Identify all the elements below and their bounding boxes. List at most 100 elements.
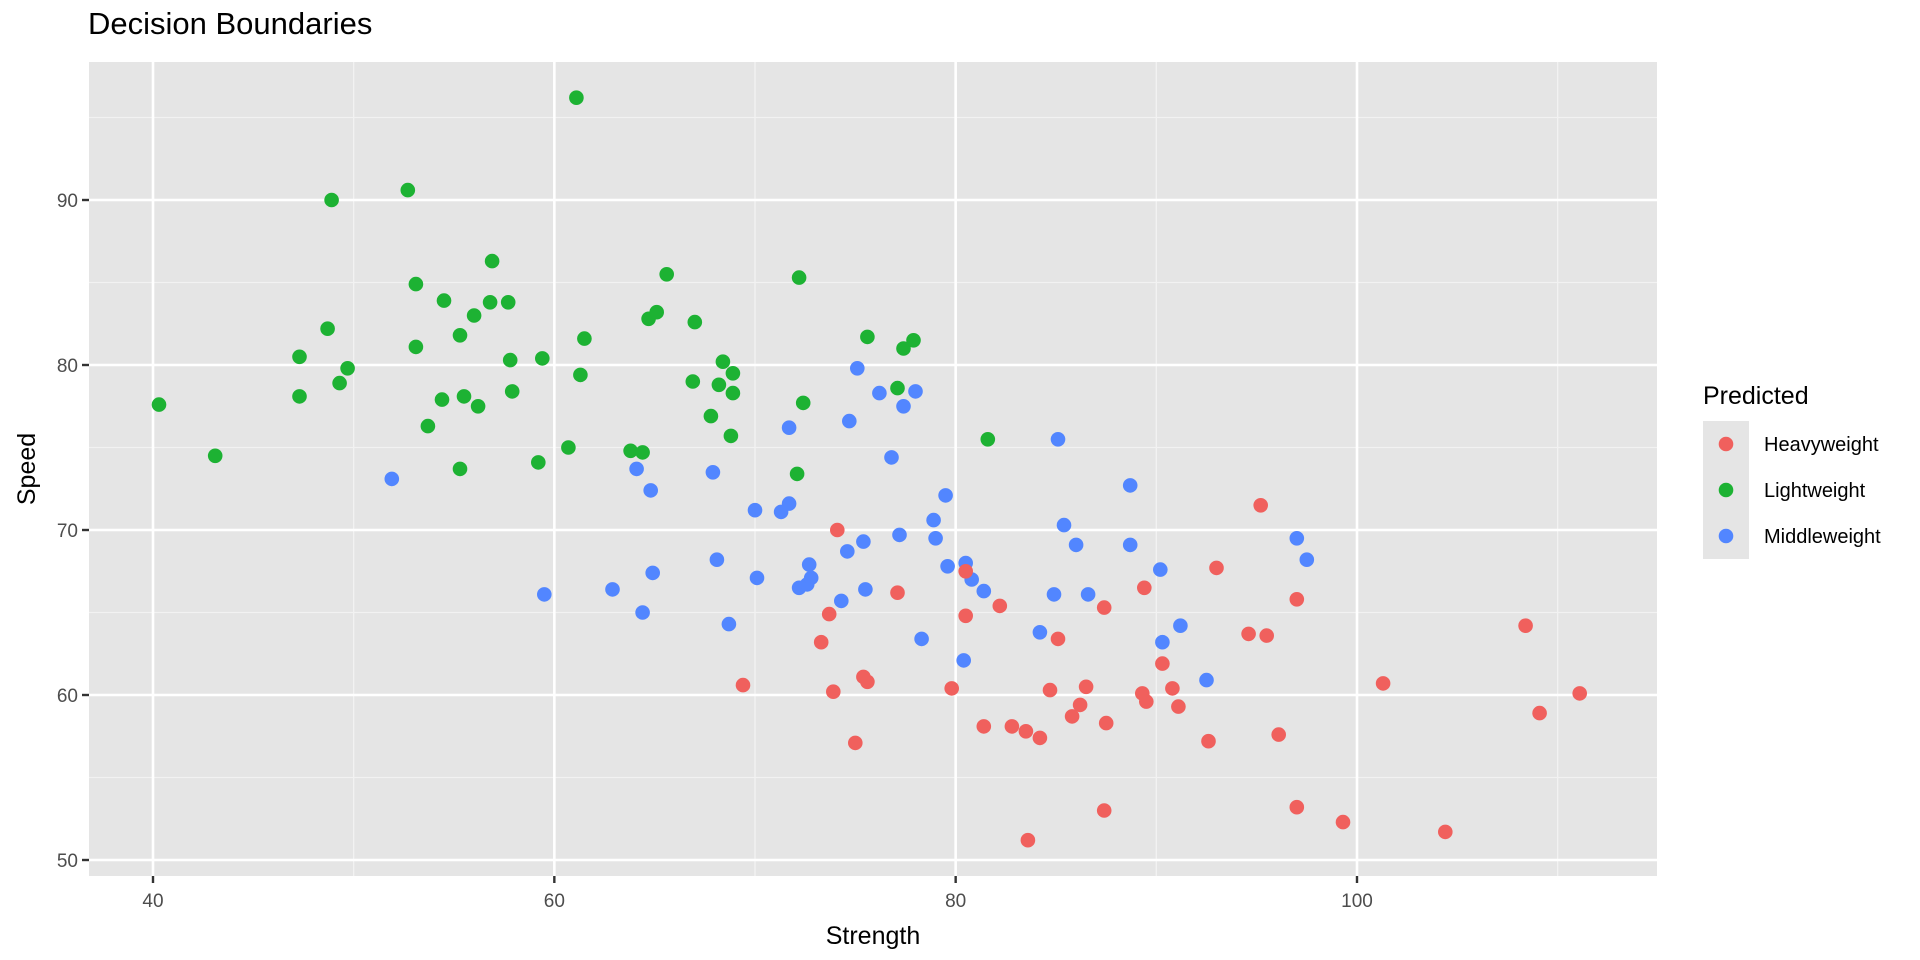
data-point (436, 293, 452, 308)
data-point (1241, 626, 1256, 642)
data-point (940, 559, 955, 574)
data-point (207, 448, 223, 464)
data-points (151, 90, 1587, 848)
data-point (659, 267, 674, 282)
data-point (629, 461, 644, 477)
data-point (635, 605, 650, 620)
y-tick-label: 80 (57, 356, 78, 377)
legend-item-middleweight: Middleweight (1718, 526, 1881, 548)
data-point (896, 399, 911, 414)
data-point (1096, 803, 1112, 818)
data-point (340, 361, 355, 376)
data-point (484, 253, 500, 269)
series-heavyweight (735, 498, 1587, 848)
data-point (840, 544, 855, 559)
data-point (834, 593, 849, 609)
y-axis-title: Speed (13, 433, 41, 505)
x-tick-label: 80 (945, 891, 966, 912)
data-point (1271, 727, 1286, 742)
data-point (1155, 634, 1170, 650)
data-point (1137, 580, 1152, 596)
minor-gridlines (89, 62, 1657, 876)
data-point (1050, 432, 1066, 447)
data-point (502, 352, 518, 368)
data-point (1375, 676, 1391, 691)
data-point (685, 374, 701, 389)
data-point (1289, 531, 1305, 546)
data-point (725, 385, 741, 401)
data-point (1046, 587, 1062, 602)
data-point (1096, 600, 1112, 615)
x-axis-title: Strength (826, 922, 921, 950)
data-point (1032, 730, 1048, 746)
chart-title: Decision Boundaries (88, 6, 373, 41)
data-point (500, 295, 516, 310)
data-point (976, 583, 992, 599)
x-tick-label: 40 (142, 891, 163, 912)
data-point (1438, 824, 1453, 840)
data-point (980, 432, 996, 447)
data-point (958, 564, 973, 579)
data-point (1020, 832, 1036, 848)
data-point (1335, 814, 1351, 830)
data-point (420, 418, 436, 434)
data-point (151, 397, 167, 412)
data-point (1018, 724, 1034, 739)
data-point (456, 389, 472, 404)
data-point (830, 522, 845, 538)
data-point (292, 389, 307, 404)
legend-item-lightweight: Lightweight (1718, 480, 1866, 502)
data-point (709, 552, 725, 567)
legend-key-dot (1718, 436, 1734, 452)
data-point (531, 455, 546, 470)
data-point (896, 341, 911, 356)
data-point (561, 440, 576, 455)
legend-label: Lightweight (1764, 480, 1866, 502)
data-point (649, 304, 664, 320)
data-point (856, 534, 871, 549)
data-point (703, 408, 719, 424)
data-point (976, 719, 992, 734)
data-point (482, 295, 498, 310)
data-point (860, 674, 875, 690)
data-point (938, 488, 953, 503)
data-point (605, 582, 620, 597)
data-point (645, 565, 660, 581)
data-point (958, 608, 973, 624)
data-point (623, 443, 638, 459)
data-point (892, 527, 907, 543)
data-point (803, 570, 819, 586)
data-point (906, 333, 921, 348)
data-point (890, 585, 905, 600)
y-tick-label: 50 (57, 851, 78, 872)
data-point (850, 361, 865, 376)
y-tick-label: 70 (57, 521, 78, 542)
data-point (747, 502, 763, 518)
data-point (801, 557, 817, 572)
data-point (1056, 517, 1072, 533)
legend: Predicted Heavyweight Lightweight Middlewe… (1703, 382, 1881, 559)
data-point (944, 681, 959, 696)
data-point (470, 399, 486, 414)
data-point (1209, 560, 1224, 576)
data-point (384, 471, 400, 487)
data-point (926, 512, 941, 528)
data-point (721, 616, 737, 632)
data-point (908, 384, 923, 399)
data-point (723, 428, 739, 444)
data-point (1122, 537, 1138, 553)
major-gridlines (89, 62, 1657, 876)
data-point (573, 367, 588, 383)
y-axis: 50 60 70 80 90 (57, 191, 89, 872)
data-point (821, 606, 837, 622)
legend-title: Predicted (1703, 382, 1809, 410)
data-point (956, 653, 971, 668)
x-axis: 40 60 80 100 (142, 876, 1373, 912)
data-point (537, 587, 552, 602)
data-point (635, 445, 650, 460)
data-point (842, 413, 857, 429)
data-point (1155, 656, 1170, 671)
data-point (791, 270, 807, 285)
data-point (400, 182, 416, 198)
